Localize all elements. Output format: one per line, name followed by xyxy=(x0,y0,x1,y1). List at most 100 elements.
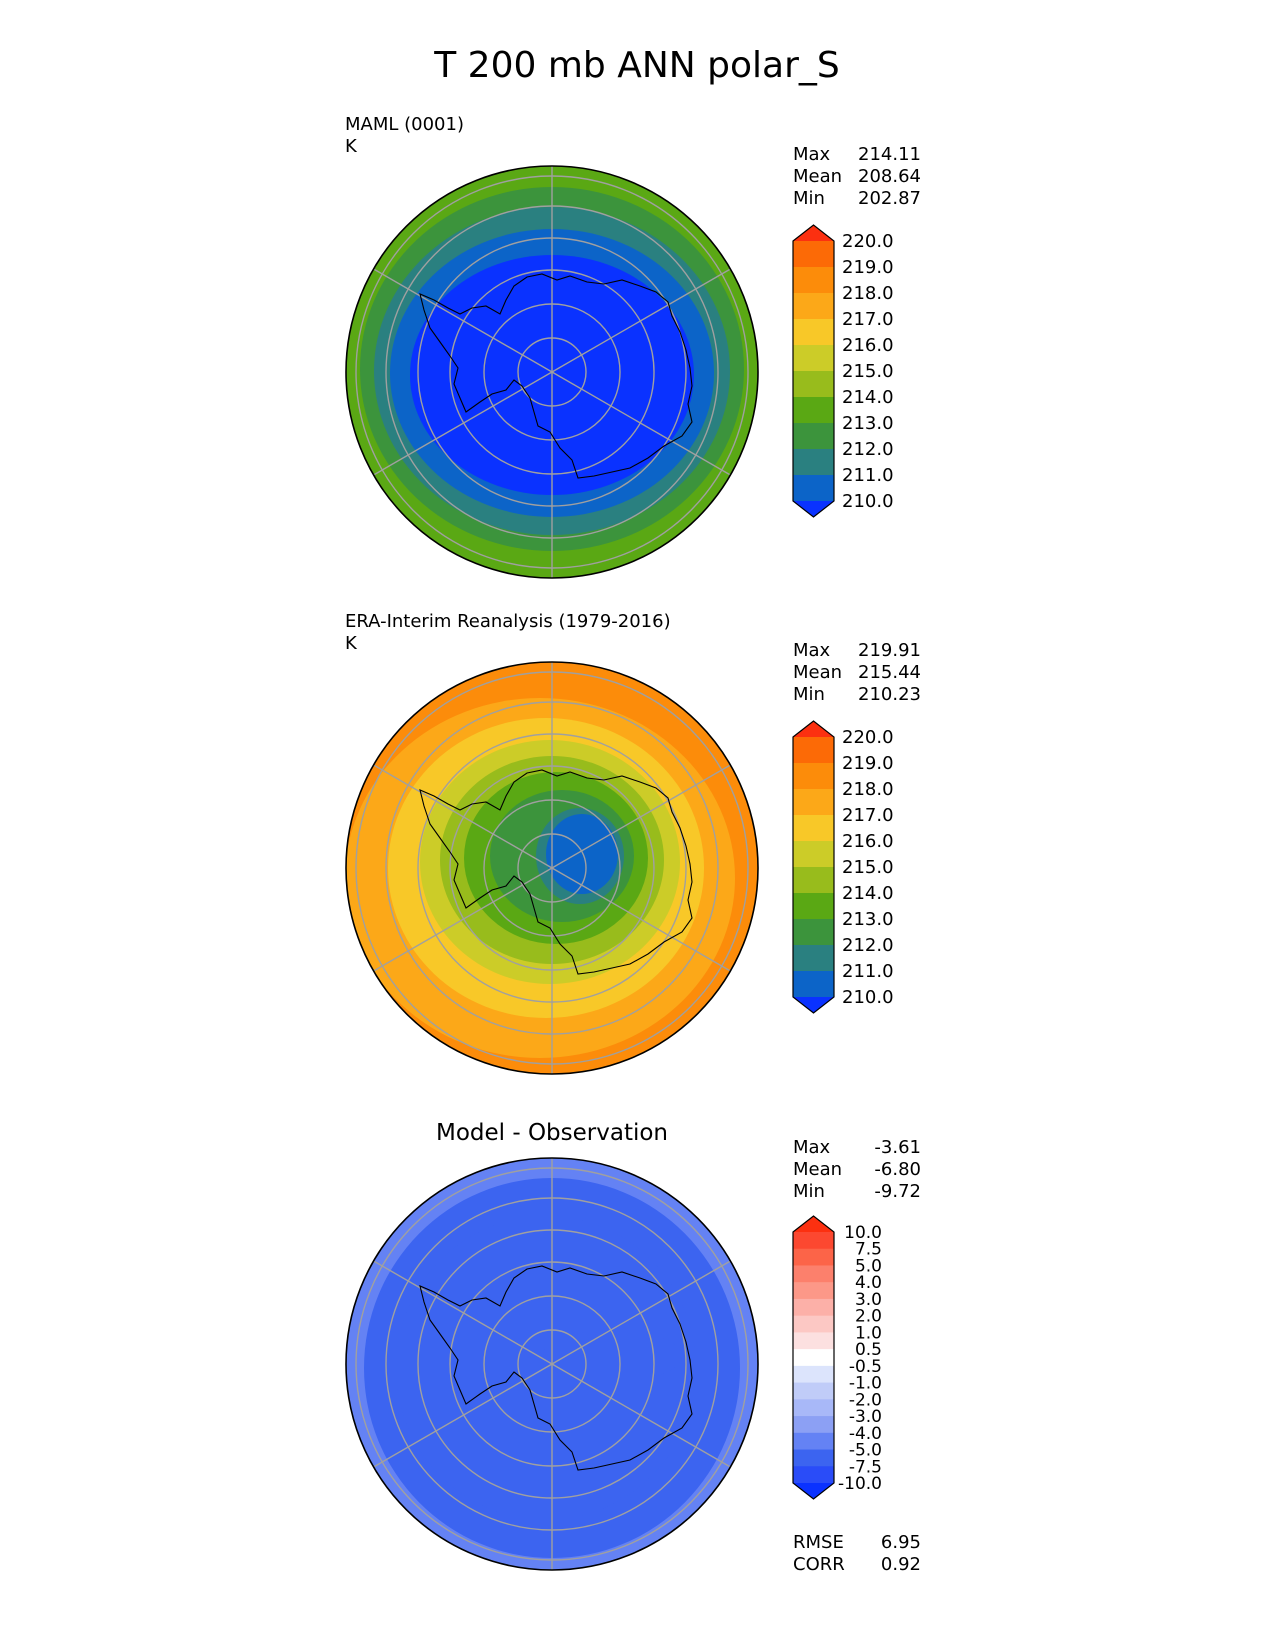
colorbar-swatch xyxy=(793,763,834,790)
colorbar-swatch xyxy=(793,1449,834,1467)
colorbar-swatch xyxy=(793,971,834,998)
stat-label: Min xyxy=(793,188,825,209)
meridian-line xyxy=(551,268,731,373)
colorbar-swatch xyxy=(793,893,834,920)
graticule-0 xyxy=(355,166,749,578)
colorbar-swatch xyxy=(793,1365,834,1384)
stat-value: 214.11 xyxy=(858,144,921,165)
colorbar-swatch xyxy=(793,345,834,372)
colorbar-swatch xyxy=(793,1416,834,1434)
colorbar-tick-label: 210.0 xyxy=(842,491,894,512)
stat-value: 210.23 xyxy=(858,684,921,705)
meridian-line xyxy=(551,764,731,869)
colorbar-tick-label: 220.0 xyxy=(842,727,894,748)
colorbar-tick-label: 3.0 xyxy=(855,1290,882,1310)
colorbar-extend-top xyxy=(793,225,834,241)
panel-0: MAML (0001)K Max 214.11 Mean 208.64 Min 202.87… xyxy=(345,114,921,579)
stat-label: Max xyxy=(793,1137,831,1158)
colorbar-tick-label: 4.0 xyxy=(855,1273,882,1293)
stat-value: 202.87 xyxy=(858,188,921,209)
colorbar-tick-label: -0.5 xyxy=(849,1357,882,1377)
colorbar-swatch xyxy=(793,841,834,868)
stat-label: Min xyxy=(793,1181,825,1202)
colorbar-tick-label: 215.0 xyxy=(842,361,894,382)
colorbar-tick-label: 213.0 xyxy=(842,909,894,930)
stat-label: CORR xyxy=(793,1554,845,1575)
stat-label: Mean xyxy=(793,662,842,683)
stat-label: Max xyxy=(793,144,831,165)
stat-label: Min xyxy=(793,684,825,705)
colorbar-swatch xyxy=(793,867,834,894)
map-border-1 xyxy=(345,661,759,1075)
colorbar-tick-label: 212.0 xyxy=(842,935,894,956)
colorbar-tick-label: 219.0 xyxy=(842,257,894,278)
colorbar-outline xyxy=(792,1215,835,1500)
colorbar-tick-label: 7.5 xyxy=(855,1240,882,1260)
field-2 xyxy=(346,1158,758,1570)
colorbar-swatch xyxy=(793,423,834,450)
colorbar-swatch xyxy=(793,815,834,842)
colorbar-tick-label: -2.0 xyxy=(849,1390,882,1410)
colorbar-swatch xyxy=(793,267,834,294)
panel-title: ERA-Interim Reanalysis (1979-2016) xyxy=(345,611,671,632)
stat-value: 0.92 xyxy=(881,1554,921,1575)
stat-value: 219.91 xyxy=(858,640,921,661)
field-1 xyxy=(346,662,758,1074)
colorbar-tick-label: 5.0 xyxy=(855,1256,882,1276)
meridian-line xyxy=(373,371,553,476)
colorbar-swatch xyxy=(793,1399,834,1417)
map-border-2 xyxy=(345,1157,759,1571)
stat-value: -9.72 xyxy=(874,1181,921,1202)
meridian-line xyxy=(551,1260,731,1365)
colorbar-swatch xyxy=(793,1466,834,1484)
stat-value: 208.64 xyxy=(858,166,921,187)
stat-label: RMSE xyxy=(793,1532,844,1553)
colorbar-swatch xyxy=(793,371,834,398)
meridian-line xyxy=(551,371,731,476)
colorbar-swatch xyxy=(793,789,834,816)
colorbar-swatch xyxy=(793,737,834,764)
colorbar-swatch xyxy=(793,319,834,346)
stat-value: -6.80 xyxy=(874,1159,921,1180)
coastline-1 xyxy=(419,769,693,975)
colorbar-tick-label: 214.0 xyxy=(842,387,894,408)
stat-label: Max xyxy=(793,640,831,661)
figure-title: T 200 mb ANN polar_S xyxy=(433,45,839,86)
colorbar-swatch xyxy=(793,1382,834,1400)
colorbar-tick-label: 10.0 xyxy=(844,1223,882,1243)
colorbar-tick-label: 215.0 xyxy=(842,857,894,878)
stat-value: -3.61 xyxy=(874,1137,921,1158)
colorbar-swatch xyxy=(793,945,834,972)
stat-label: Mean xyxy=(793,1159,842,1180)
colorbar-outline xyxy=(792,224,835,518)
colorbar-extend-bottom xyxy=(793,997,834,1013)
colorbar-tick-label: 1.0 xyxy=(855,1323,882,1343)
meridian-line xyxy=(373,1363,553,1468)
colorbar-tick-label: 220.0 xyxy=(842,231,894,252)
panel-units: K xyxy=(345,136,358,157)
colorbar-tick-label: 218.0 xyxy=(842,283,894,304)
colorbar-swatch xyxy=(793,1349,834,1367)
colorbar-swatch xyxy=(793,919,834,946)
colorbar-extend-bottom xyxy=(793,501,834,517)
colorbar-tick-label: 219.0 xyxy=(842,753,894,774)
colorbar-tick-label: -5.0 xyxy=(849,1441,882,1461)
colorbar-tick-label: 211.0 xyxy=(842,465,894,486)
colorbar-swatch xyxy=(793,1265,834,1283)
colorbar-tick-label: 212.0 xyxy=(842,439,894,460)
graticule-2 xyxy=(355,1158,749,1570)
colorbar-swatch xyxy=(793,1332,834,1350)
colorbar-extend-top xyxy=(793,721,834,737)
meridian-line xyxy=(373,268,553,373)
panel-units: K xyxy=(345,633,358,654)
panel-title: MAML (0001) xyxy=(345,114,464,135)
colorbar-swatch xyxy=(793,397,834,424)
map-border-0 xyxy=(345,165,759,579)
colorbar-swatch xyxy=(793,293,834,320)
colorbar-swatch xyxy=(793,449,834,476)
meridian-line xyxy=(551,867,731,972)
colorbar-tick-label: 216.0 xyxy=(842,335,894,356)
colorbar-swatch xyxy=(793,1282,834,1300)
contour-band xyxy=(542,1330,682,1382)
